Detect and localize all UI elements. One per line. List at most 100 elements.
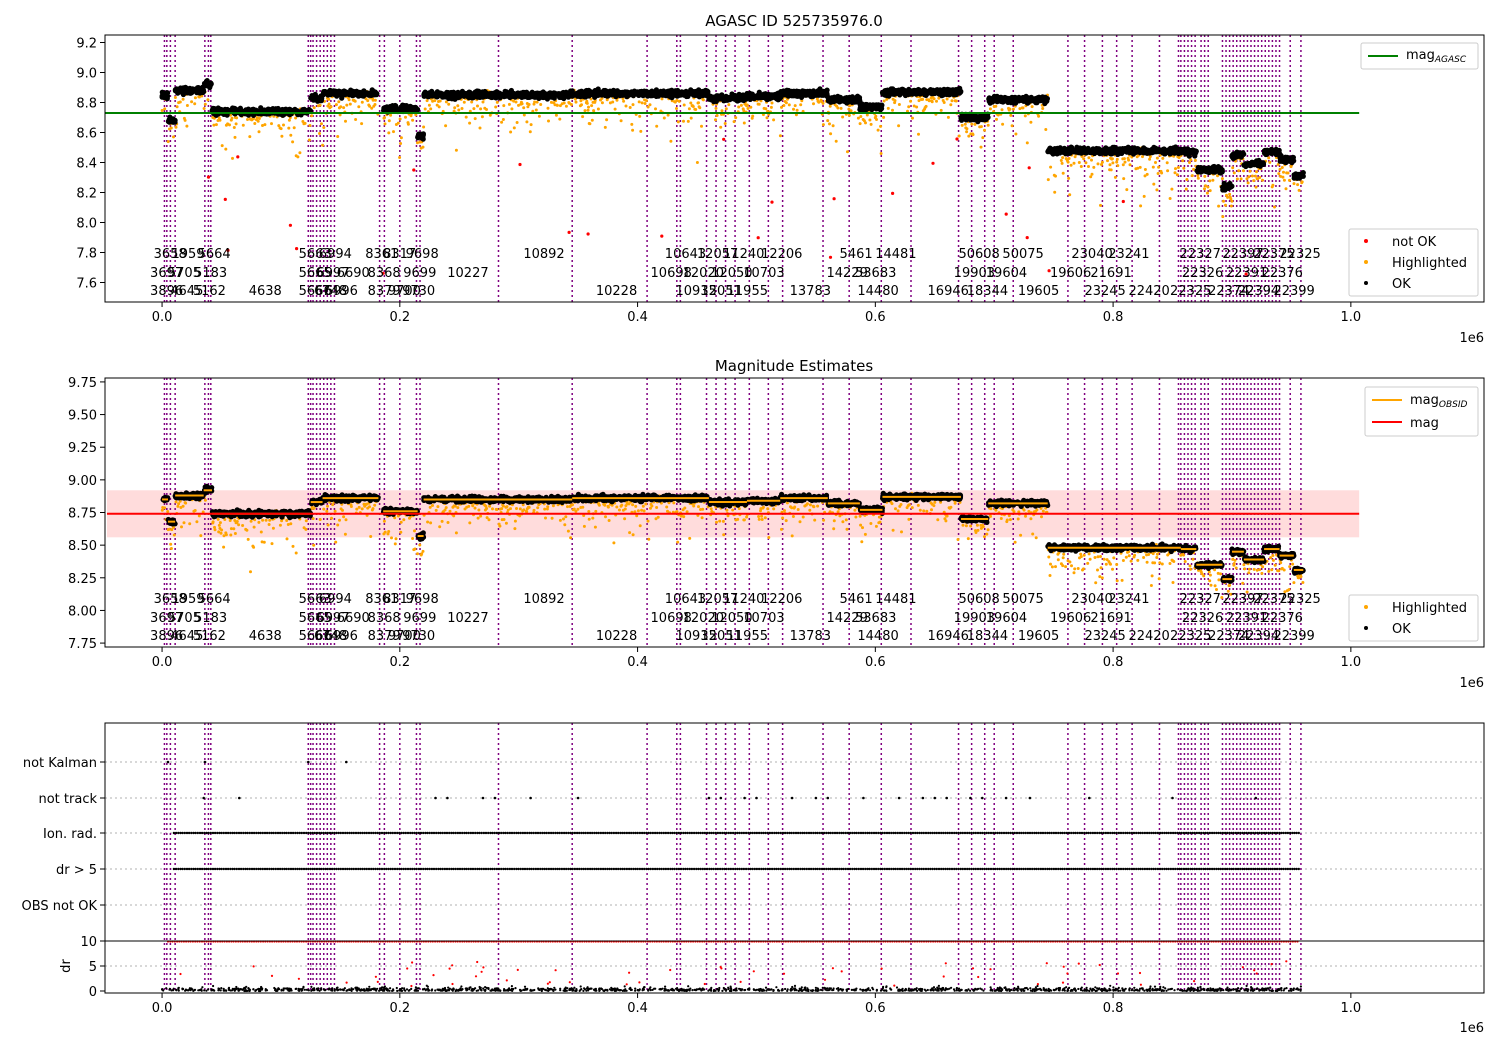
- ok-point: [831, 98, 838, 104]
- highlighted-point: [357, 105, 361, 109]
- highlighted-point: [829, 132, 833, 136]
- highlighted-point: [185, 104, 189, 107]
- highlighted-point: [184, 501, 188, 505]
- highlighted-point: [235, 116, 239, 120]
- not-ok-point: [226, 248, 230, 252]
- ok-point: [388, 105, 394, 111]
- highlighted-point: [1232, 171, 1236, 175]
- ok-point: [613, 94, 619, 100]
- highlighted-point: [839, 106, 843, 110]
- not-ok-point: [1244, 272, 1248, 276]
- obsid-label: 3658: [154, 247, 187, 262]
- highlighted-point: [444, 124, 448, 128]
- highlighted-point: [433, 99, 437, 103]
- not-ok-point: [828, 255, 833, 259]
- ok-point: [471, 94, 477, 100]
- highlighted-point: [562, 101, 566, 105]
- highlighted-point: [310, 114, 314, 118]
- highlighted-point: [770, 101, 774, 105]
- highlighted-point: [546, 106, 550, 110]
- ok-point: [1238, 154, 1244, 160]
- highlighted-point: [398, 156, 402, 159]
- highlighted-point: [1292, 182, 1296, 186]
- highlighted-point: [366, 99, 370, 103]
- obsid-label: 5665: [299, 266, 332, 281]
- highlighted-point: [746, 107, 750, 110]
- highlighted-point: [615, 98, 619, 102]
- obsid-label: 10643: [665, 247, 706, 262]
- highlighted-point: [621, 97, 625, 100]
- ok-point: [1129, 149, 1135, 155]
- highlighted-point: [891, 108, 894, 112]
- highlighted-point: [528, 130, 532, 134]
- highlighted-point: [174, 500, 178, 504]
- obsid-label: 5183: [194, 266, 227, 281]
- highlighted-point: [1011, 107, 1015, 111]
- highlighted-point: [188, 522, 192, 526]
- obsid-label: 14481: [875, 247, 916, 262]
- highlighted-point: [246, 537, 250, 541]
- highlighted-point: [213, 525, 216, 529]
- highlighted-point: [742, 109, 746, 113]
- ok-point: [870, 103, 876, 109]
- highlighted-point: [296, 155, 300, 159]
- highlighted-point: [949, 103, 953, 107]
- highlighted-point: [327, 102, 331, 106]
- ok-point: [1229, 152, 1235, 158]
- ok-point: [953, 88, 959, 95]
- highlighted-point: [277, 124, 281, 128]
- ok-point: [273, 106, 279, 112]
- highlighted-point: [1189, 158, 1193, 162]
- highlighted-point: [172, 525, 176, 529]
- highlighted-point: [1029, 120, 1033, 124]
- obsid-label: 12206: [761, 247, 802, 262]
- highlighted-point: [879, 124, 883, 128]
- obsid-label: 6996: [325, 284, 358, 299]
- panel1-axes-frame: [104, 34, 1485, 303]
- highlighted-point: [1175, 173, 1179, 177]
- highlighted-point: [515, 121, 519, 124]
- highlighted-point: [715, 114, 719, 117]
- ok-point: [554, 91, 560, 97]
- highlighted-point: [780, 105, 783, 109]
- obsid-label: 10228: [596, 284, 637, 299]
- obsid-label: 50608: [958, 247, 999, 262]
- y-tick-label: 8.2: [76, 187, 97, 202]
- ok-point: [815, 91, 821, 97]
- obsid-label: 10698: [651, 266, 692, 281]
- ok-point: [1069, 148, 1075, 155]
- highlighted-point: [438, 99, 442, 103]
- highlighted-point: [1273, 205, 1276, 209]
- highlighted-point: [1208, 189, 1212, 193]
- ok-point: [1025, 96, 1031, 102]
- highlighted-point: [298, 151, 302, 155]
- highlighted-point: [535, 100, 539, 104]
- highlighted-point: [1115, 160, 1119, 164]
- highlighted-point: [915, 105, 919, 109]
- highlighted-point: [223, 518, 227, 521]
- x-tick-label: 0.0: [152, 310, 173, 325]
- highlighted-point: [229, 527, 233, 531]
- highlighted-point: [248, 135, 252, 139]
- highlighted-point: [1067, 157, 1071, 160]
- highlighted-point: [166, 140, 170, 144]
- highlighted-point: [234, 122, 238, 126]
- highlighted-point: [312, 106, 316, 110]
- ok-point: [1200, 167, 1206, 173]
- highlighted-point: [1061, 156, 1065, 160]
- highlighted-point: [988, 107, 992, 111]
- highlighted-point: [1121, 163, 1125, 167]
- highlighted-point: [1286, 171, 1290, 175]
- ok-point: [301, 107, 307, 113]
- highlighted-point: [600, 101, 604, 105]
- highlighted-point: [682, 103, 686, 107]
- highlighted-point: [675, 98, 679, 102]
- highlighted-point: [512, 126, 516, 130]
- obsid-label: 19604: [986, 266, 1027, 281]
- highlighted-point: [874, 114, 878, 118]
- highlighted-point: [1278, 167, 1282, 171]
- highlighted-point: [228, 519, 232, 522]
- highlighted-point: [531, 109, 535, 113]
- highlighted-point: [885, 97, 889, 101]
- highlighted-point: [588, 122, 592, 126]
